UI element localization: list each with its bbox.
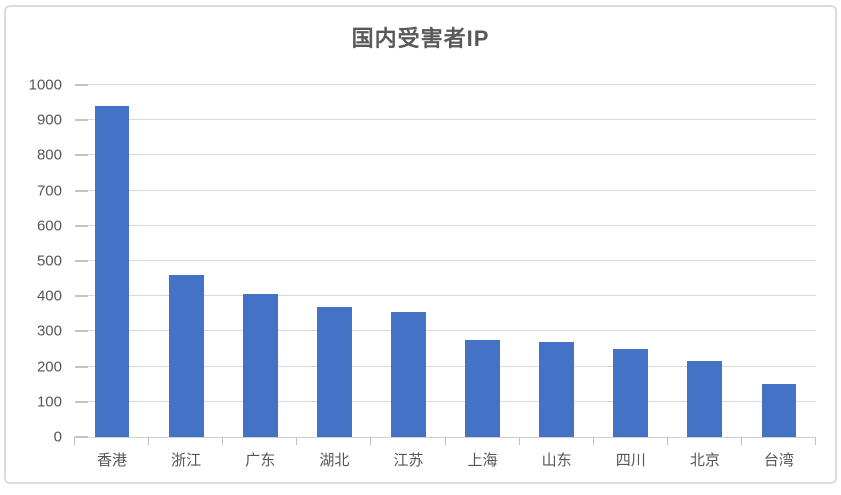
x-tick-mark bbox=[74, 437, 75, 445]
x-tick-label: 四川 bbox=[615, 452, 646, 469]
y-tick-mark bbox=[75, 189, 88, 192]
x-tick-mark bbox=[740, 437, 742, 445]
y-tick-mark bbox=[75, 119, 88, 122]
x-tick-mark bbox=[444, 437, 446, 445]
y-tick-mark bbox=[75, 436, 88, 438]
x-tick-mark bbox=[592, 437, 594, 445]
x-axis-labels: 香港 浙江 广东 湖北 江苏 上海 山东 四川 北京 台湾 bbox=[75, 449, 816, 473]
y-tick-mark bbox=[75, 330, 88, 333]
bar bbox=[761, 384, 797, 437]
x-tick-label: 上海 bbox=[467, 452, 498, 469]
y-tick-label: 200 bbox=[36, 358, 62, 376]
y-tick-mark bbox=[75, 365, 88, 368]
bar bbox=[316, 306, 352, 437]
y-tick-mark bbox=[75, 400, 88, 403]
gridline bbox=[75, 224, 816, 226]
x-tick-label: 湖北 bbox=[319, 452, 350, 469]
y-tick-label: 1000 bbox=[28, 76, 62, 94]
bar bbox=[168, 275, 204, 437]
bar bbox=[94, 106, 130, 437]
x-tick-mark bbox=[148, 437, 150, 445]
bar bbox=[613, 349, 649, 437]
bar bbox=[391, 312, 426, 437]
gridline bbox=[75, 295, 816, 297]
x-tick-label: 山东 bbox=[541, 452, 572, 469]
x-tick-label: 江苏 bbox=[393, 452, 424, 469]
gridline bbox=[75, 330, 816, 332]
y-tick-label: 800 bbox=[36, 146, 62, 164]
y-tick-label: 600 bbox=[36, 217, 62, 235]
chart-title: 国内受害者IP bbox=[351, 26, 490, 51]
x-tick-mark bbox=[518, 437, 520, 445]
y-tick-mark bbox=[75, 84, 88, 86]
x-tick-label: 北京 bbox=[689, 452, 720, 469]
x-tick-mark bbox=[296, 437, 298, 445]
y-tick-mark bbox=[75, 154, 88, 157]
x-axis-line bbox=[75, 437, 816, 438]
gridline bbox=[75, 400, 816, 402]
y-tick-label: 100 bbox=[36, 393, 62, 411]
bar bbox=[465, 340, 500, 437]
bar bbox=[539, 341, 575, 437]
y-axis-labels: 0 100 200 300 400 500 600 700 800 900 1000 bbox=[0, 77, 62, 446]
x-tick-mark bbox=[815, 437, 816, 445]
x-tick-mark bbox=[370, 437, 372, 445]
gridline bbox=[75, 119, 816, 121]
gridline bbox=[75, 365, 816, 367]
y-tick-label: 700 bbox=[36, 182, 62, 200]
x-tick-label: 浙江 bbox=[171, 452, 202, 469]
y-tick-label: 0 bbox=[53, 428, 62, 446]
gridline bbox=[75, 154, 816, 156]
y-tick-mark bbox=[75, 224, 88, 227]
bar bbox=[242, 294, 278, 437]
y-tick-label: 300 bbox=[36, 322, 62, 340]
x-tick-label: 广东 bbox=[245, 452, 276, 469]
bar bbox=[687, 361, 723, 437]
x-tick-mark bbox=[666, 437, 668, 445]
gridline bbox=[75, 189, 816, 191]
x-tick-label: 香港 bbox=[97, 452, 128, 469]
y-tick-label: 900 bbox=[36, 111, 62, 129]
gridline bbox=[75, 260, 816, 261]
y-tick-mark bbox=[75, 295, 88, 298]
y-tick-label: 400 bbox=[36, 287, 62, 305]
x-tick-mark bbox=[222, 437, 224, 445]
y-tick-mark bbox=[75, 260, 88, 262]
plot-area bbox=[74, 84, 816, 445]
y-tick-label: 500 bbox=[36, 252, 62, 270]
gridline bbox=[75, 84, 816, 85]
x-tick-label: 台湾 bbox=[763, 452, 794, 469]
